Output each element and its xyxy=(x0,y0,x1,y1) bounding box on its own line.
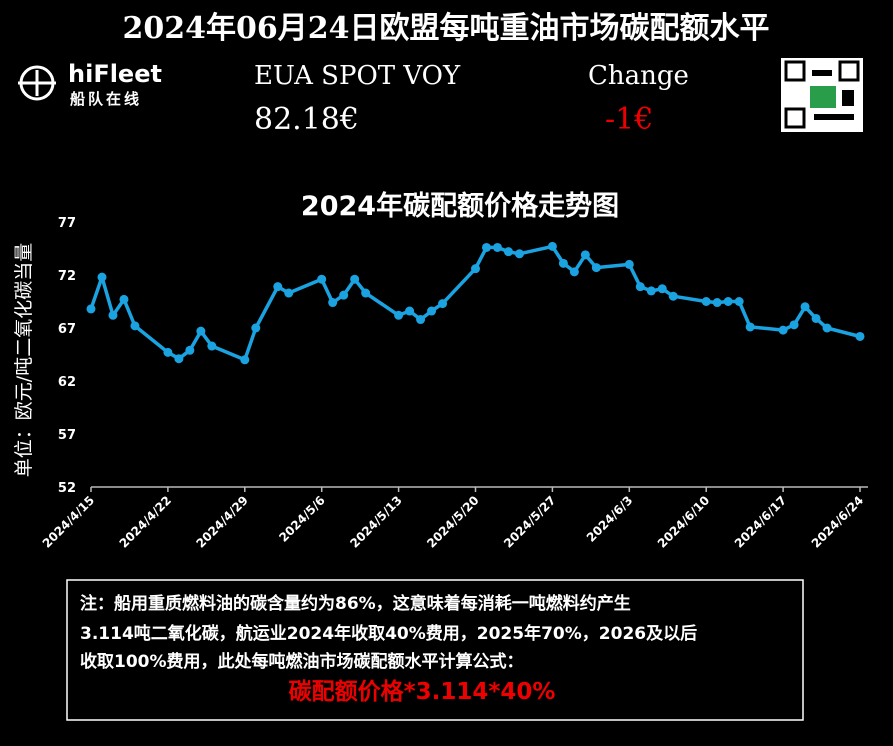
point xyxy=(547,241,557,251)
y-tick-label: 62 xyxy=(58,375,76,390)
point xyxy=(251,323,261,333)
point xyxy=(86,304,96,314)
point xyxy=(822,323,832,333)
note-line: 注：船用重质燃料油的碳含量约为86%，这意味着每消耗一吨燃料约产生 xyxy=(80,593,631,614)
point xyxy=(163,347,173,357)
point xyxy=(481,242,491,252)
point xyxy=(800,302,810,312)
page-title: 2024年06月24日欧盟每吨重油市场碳配额水平 xyxy=(123,11,770,46)
point xyxy=(734,297,744,306)
point xyxy=(778,325,788,335)
point xyxy=(745,322,755,332)
point xyxy=(328,298,338,308)
qr-finder xyxy=(784,60,806,82)
point xyxy=(569,267,579,277)
y-tick-label: 77 xyxy=(58,216,76,231)
brand-sub: 船队在线 xyxy=(70,90,142,108)
point xyxy=(657,284,667,294)
point xyxy=(624,259,634,269)
point xyxy=(97,272,107,282)
point xyxy=(701,297,711,306)
point xyxy=(196,326,206,336)
point xyxy=(668,291,678,301)
note-box xyxy=(66,579,804,721)
point xyxy=(240,355,250,365)
point xyxy=(207,341,217,351)
point xyxy=(492,242,502,252)
price: 82.18€ xyxy=(254,102,359,137)
y-tick-label: 57 xyxy=(58,428,76,443)
note-line: 收取100%费用，此处每吨燃油市场碳配额水平计算公式： xyxy=(80,651,524,672)
qr-dots xyxy=(812,70,832,76)
point xyxy=(273,282,283,292)
point xyxy=(723,297,733,306)
point xyxy=(339,290,349,300)
point xyxy=(405,306,415,316)
point xyxy=(591,263,601,273)
logo xyxy=(18,65,56,101)
point xyxy=(855,331,865,341)
point xyxy=(580,250,590,260)
point xyxy=(427,306,437,316)
qr-dots xyxy=(842,90,854,106)
point xyxy=(558,258,568,268)
point xyxy=(416,315,426,325)
point xyxy=(394,310,404,320)
point xyxy=(514,249,524,259)
point xyxy=(789,320,799,330)
y-tick-label: 52 xyxy=(58,481,76,496)
point xyxy=(361,288,371,298)
price-label: EUA SPOT VOY xyxy=(254,61,461,91)
point xyxy=(119,294,129,304)
chart-title: 2024年碳配额价格走势图 xyxy=(301,190,619,222)
point xyxy=(646,286,656,296)
point xyxy=(811,313,821,323)
y-tick-label: 72 xyxy=(58,269,76,284)
point xyxy=(635,282,645,292)
point xyxy=(284,288,294,298)
qr-finder xyxy=(838,60,860,82)
point xyxy=(130,321,140,331)
qr-finder xyxy=(784,107,806,129)
note-line: 3.114吨二氧化碳，航运业2024年收取40%费用，2025年70%，2026… xyxy=(80,623,697,644)
point xyxy=(438,299,448,309)
note-formula: 碳配额价格*3.114*40% xyxy=(289,678,556,705)
y-axis-label: 单位：欧元/吨二氧化碳当量 xyxy=(13,243,35,477)
point xyxy=(317,274,327,284)
y-tick-label: 67 xyxy=(58,322,76,337)
qr-code xyxy=(781,58,863,132)
qr-dots xyxy=(810,86,836,108)
change: -1€ xyxy=(605,102,653,137)
point xyxy=(471,264,480,274)
qr-dots xyxy=(814,114,854,120)
point xyxy=(185,345,195,355)
point xyxy=(350,274,360,284)
point xyxy=(174,354,184,364)
point xyxy=(503,247,513,257)
change-label: Change xyxy=(588,61,689,91)
brand: hiFleet xyxy=(68,60,162,88)
point xyxy=(712,298,722,308)
point xyxy=(108,310,118,320)
